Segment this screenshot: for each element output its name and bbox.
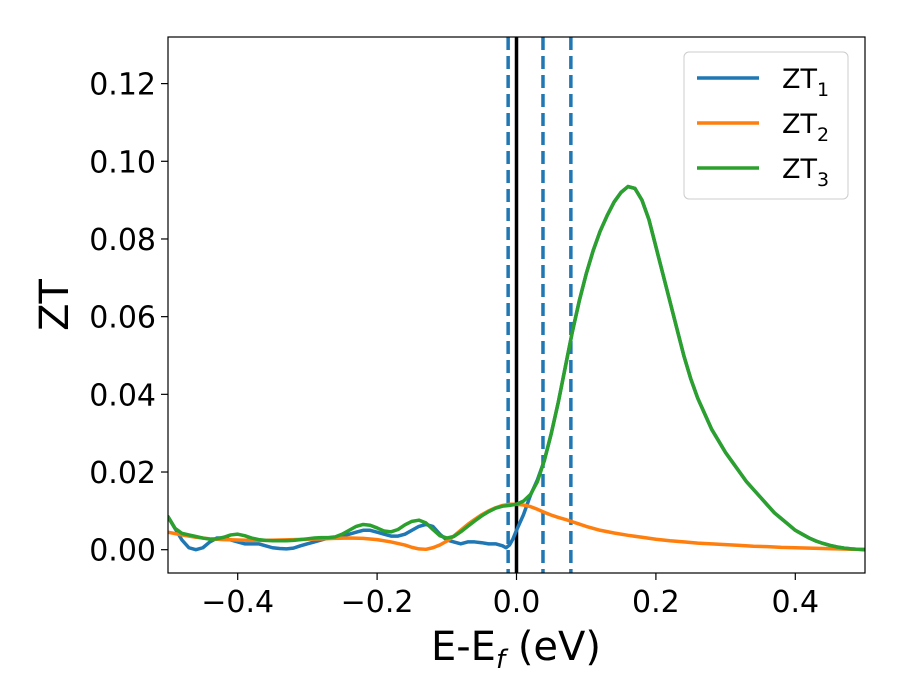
legend-label-subscript: 2 (817, 124, 829, 146)
y-tick-label: 0.08 (89, 223, 156, 258)
x-axis-ticks: −0.4 −0.2 0.0 0.2 0.4 (201, 573, 819, 620)
x-axis-label: E-Ef (eV) (431, 624, 601, 675)
legend-label-subscript: 1 (817, 79, 829, 101)
y-axis-ticks: 0.00 0.02 0.04 0.06 0.08 0.10 0.12 (89, 68, 168, 569)
legend-box (683, 51, 849, 200)
x-tick-label: 0.2 (632, 585, 680, 620)
y-tick-label: 0.02 (89, 456, 156, 491)
legend-label-zt3: ZT3 (782, 154, 829, 191)
series-line-zt3 (168, 184, 865, 552)
y-tick-label: 0.10 (89, 145, 156, 180)
x-axis-label-unit: (eV) (505, 624, 601, 670)
legend-label-main: ZT (782, 154, 817, 185)
legend-label-zt2: ZT2 (782, 109, 829, 146)
x-tick-label: −0.4 (201, 585, 274, 620)
x-tick-label: 0.4 (771, 585, 819, 620)
x-axis-label-main: E-E (431, 624, 496, 670)
y-tick-label: 0.06 (89, 301, 156, 336)
series-layer (168, 184, 865, 552)
legend-label-zt1: ZT1 (782, 64, 829, 101)
y-axis-label: ZT (32, 279, 78, 331)
y-tick-label: 0.00 (89, 534, 156, 569)
y-tick-label: 0.04 (89, 378, 156, 413)
legend-label-main: ZT (782, 64, 817, 95)
x-tick-label: 0.0 (493, 585, 541, 620)
x-tick-label: −0.2 (341, 585, 414, 620)
legend-label-subscript: 3 (817, 169, 829, 191)
vertical-reference-lines (506, 37, 573, 573)
y-tick-label: 0.12 (89, 68, 156, 103)
legend-label-main: ZT (782, 109, 817, 140)
